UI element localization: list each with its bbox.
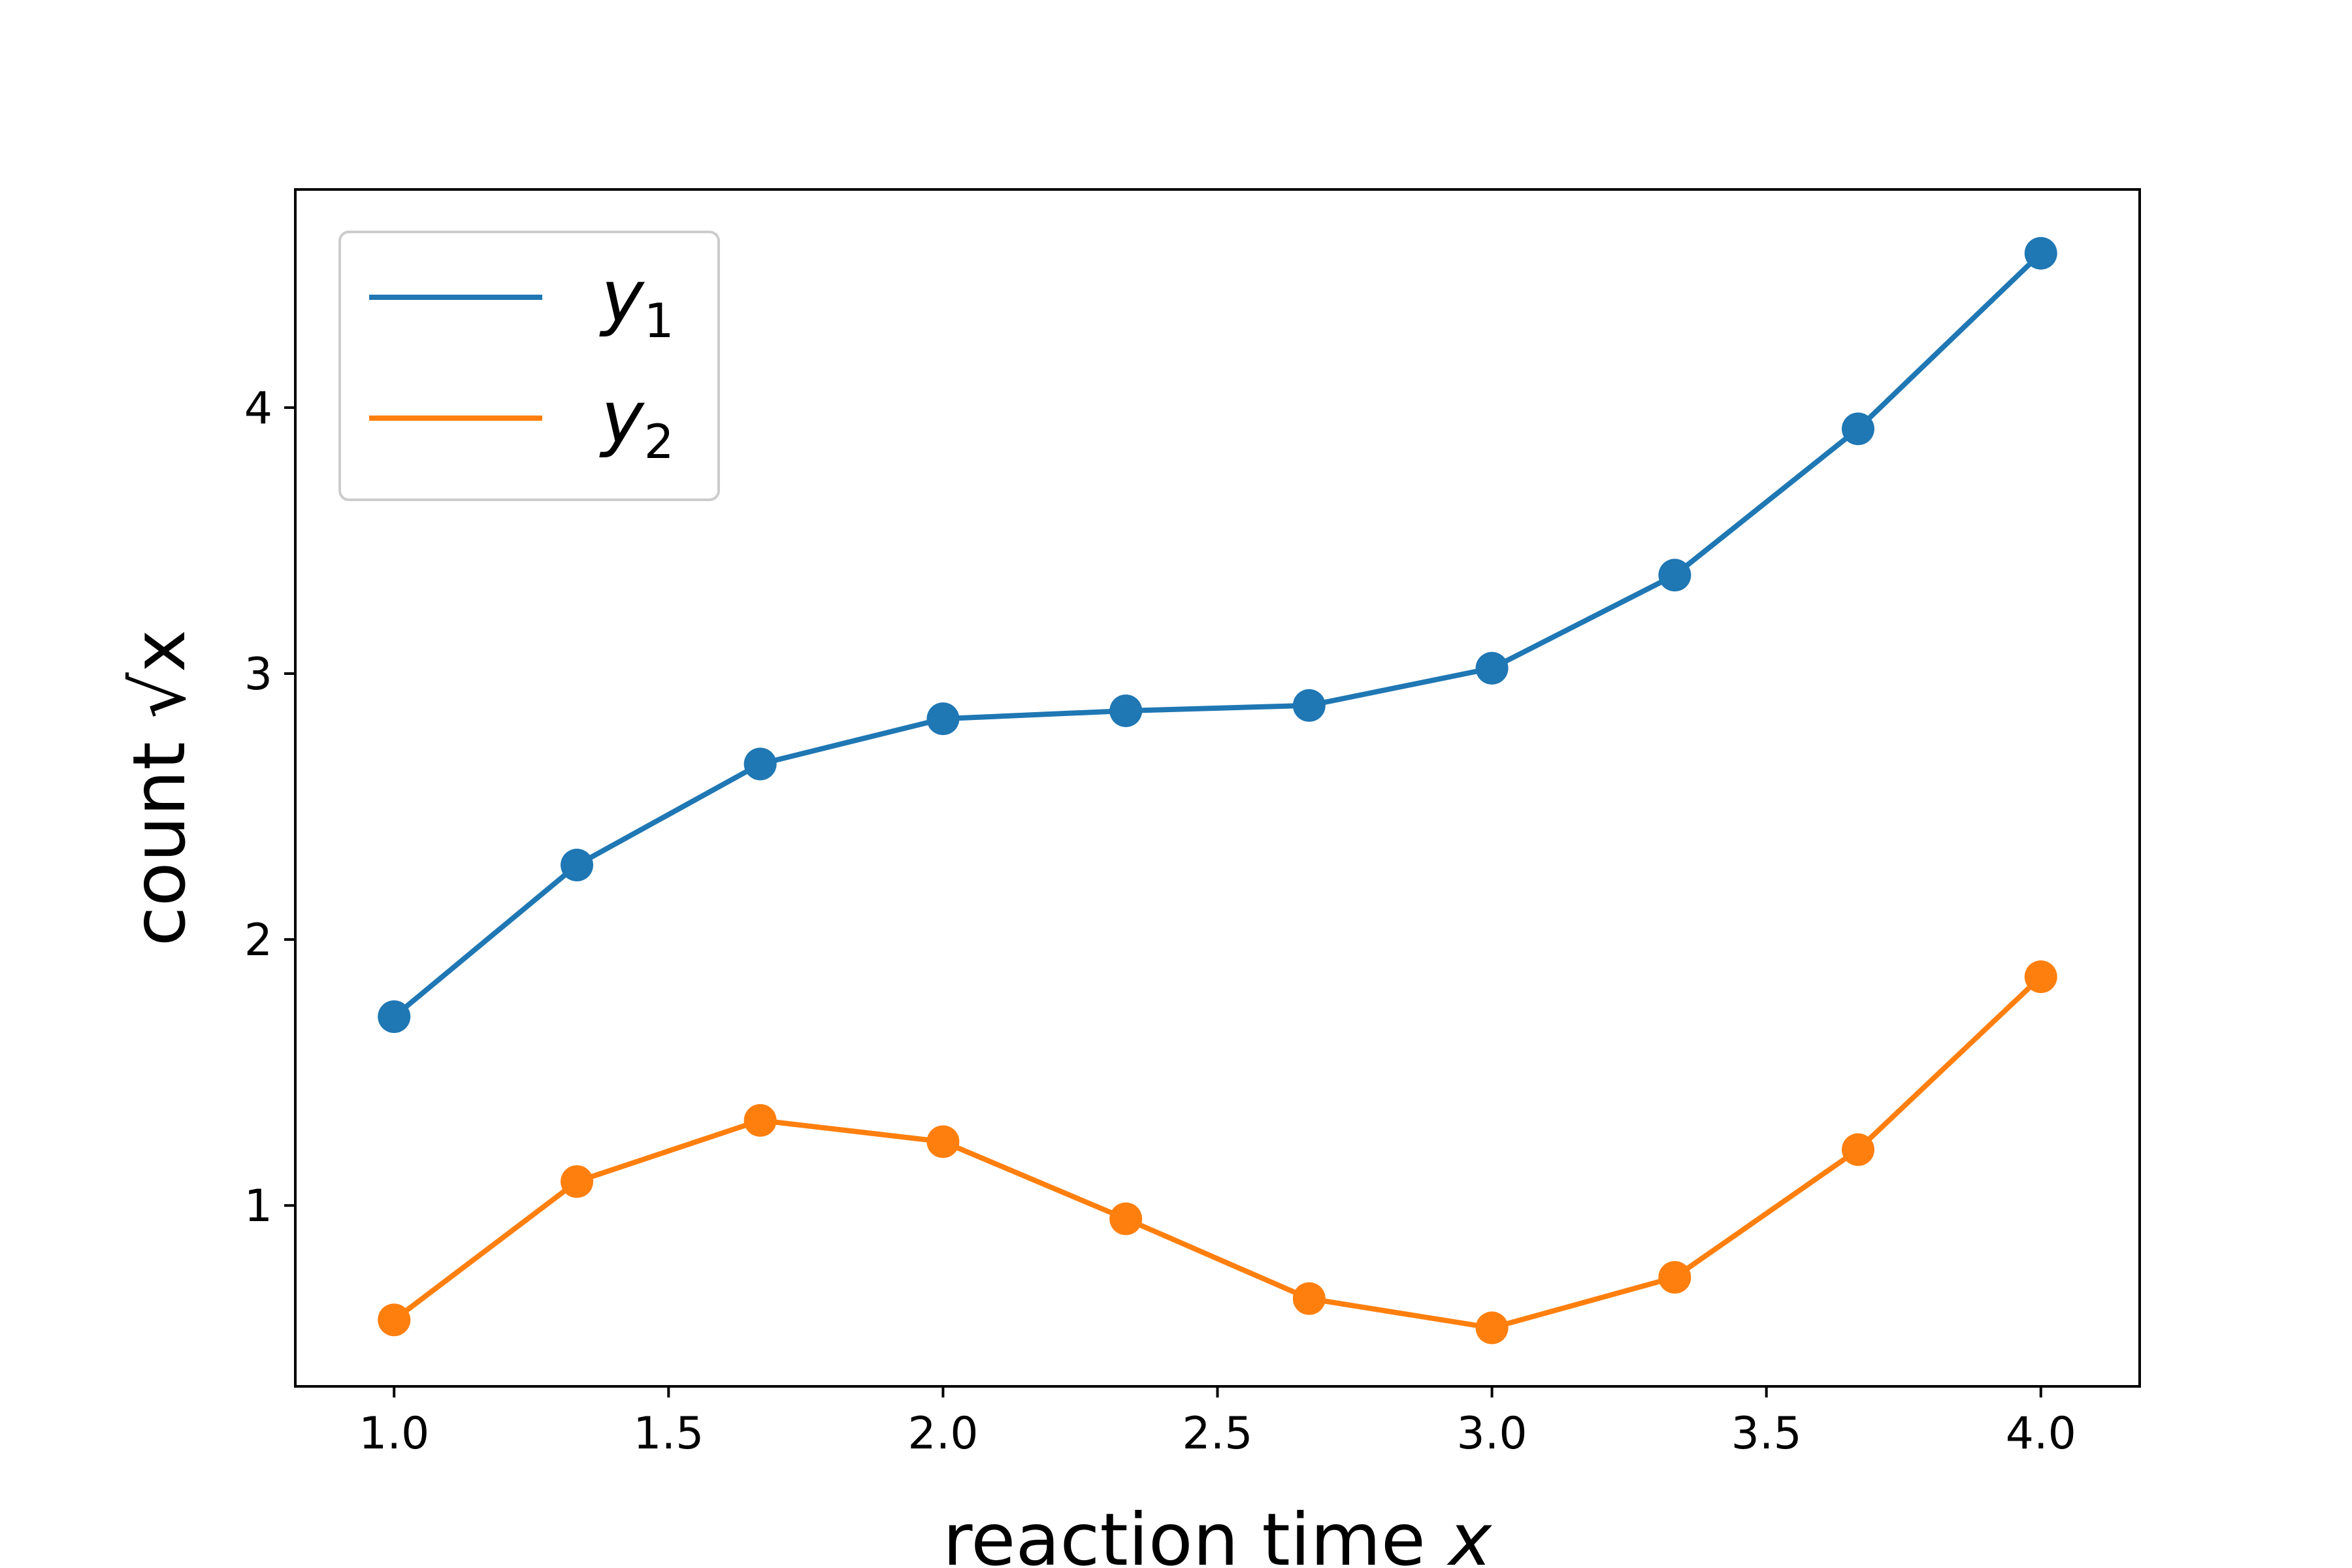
x-tick-label: 2.5 [1182, 1408, 1252, 1460]
x-axis-label-text: reaction time [943, 1498, 1426, 1568]
series-1-point [926, 702, 960, 736]
series-1-point [1658, 559, 1691, 592]
y-axis-label-var: √x [118, 630, 202, 719]
x-tick-label: 1.0 [359, 1408, 429, 1460]
y-axis-ticks: 1 2 3 4 [244, 383, 295, 1232]
y-axis-label-text: count [118, 742, 202, 946]
legend: y1 y2 [338, 231, 720, 501]
series-1-point [1292, 689, 1326, 722]
series-2-point [1292, 1282, 1326, 1315]
series-line-1 [392, 251, 2043, 1019]
series-1-point [743, 747, 777, 781]
series-2-point [2024, 960, 2057, 994]
series-2-point [1109, 1202, 1143, 1235]
series-2-point [1475, 1311, 1509, 1345]
x-axis-label: reaction time x [943, 1498, 1493, 1568]
x-tick-label: 4.0 [2006, 1408, 2076, 1460]
series-2-point [1841, 1133, 1874, 1166]
y-tick-label: 3 [244, 649, 272, 700]
series-1-point [1475, 651, 1509, 685]
series-2-point [1658, 1261, 1691, 1294]
series-1-point [378, 1000, 411, 1034]
series-1-point [2024, 237, 2057, 270]
x-tick-label: 1.5 [633, 1408, 704, 1460]
x-tick-label: 2.0 [907, 1408, 978, 1460]
series-1-point [1109, 694, 1143, 727]
series-line-2 [392, 975, 2043, 1331]
series-2-point [561, 1165, 594, 1198]
y-tick-label: 4 [244, 383, 272, 434]
y-tick-label: 2 [244, 915, 272, 966]
series-2-point [378, 1303, 411, 1337]
legend-label-y1: y1 [599, 255, 674, 348]
series-2-point [926, 1125, 960, 1158]
x-tick-label: 3.0 [1457, 1408, 1527, 1460]
series-1-point [1841, 412, 1874, 446]
x-tick-label: 3.5 [1731, 1408, 1802, 1460]
series-layer [378, 237, 2057, 1345]
y-tick-label: 1 [244, 1181, 272, 1232]
series-2-point [743, 1103, 777, 1137]
series-1-point [561, 849, 594, 882]
x-axis-ticks: 1.0 1.5 2.0 2.5 3.0 3.5 4.0 [359, 1386, 2076, 1460]
y-axis-label: count √x [118, 630, 202, 947]
x-axis-label-var: x [1446, 1498, 1492, 1568]
legend-label-y2: y2 [599, 376, 674, 469]
